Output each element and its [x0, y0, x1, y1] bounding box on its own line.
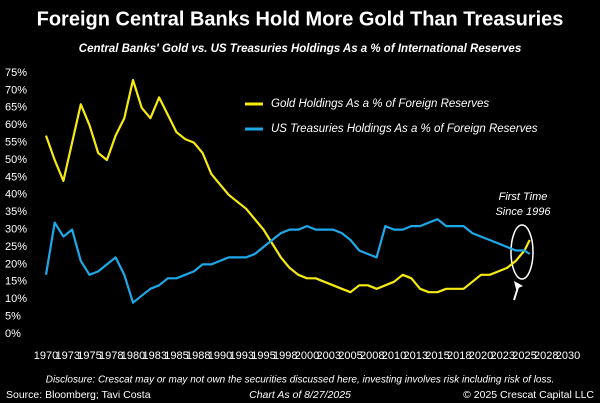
y-tick-label: 35% [5, 206, 27, 218]
x-tick-label: 2003 [317, 350, 341, 362]
y-tick-label: 20% [5, 258, 27, 270]
chart-subtitle: Central Banks' Gold vs. US Treasuries Ho… [79, 43, 521, 55]
x-tick-label: 2015 [425, 350, 449, 362]
source: Source: Bloomberg; Tavi Costa [6, 389, 151, 401]
y-tick-label: 0% [5, 328, 21, 340]
x-tick-label: 2023 [491, 350, 515, 362]
x-tick-label: 2028 [534, 350, 558, 362]
x-tick-label: 2005 [338, 350, 362, 362]
y-tick-label: 55% [5, 137, 27, 149]
y-tick-label: 40% [5, 189, 27, 201]
y-tick-label: 25% [5, 241, 27, 253]
legend-label: US Treasuries Holdings As a % of Foreign… [271, 123, 538, 135]
highlight-ellipse [510, 224, 534, 280]
x-tick-label: 1975 [77, 350, 101, 362]
x-tick-label: 1998 [273, 350, 297, 362]
x-tick-label: 2010 [382, 350, 406, 362]
x-tick-label: 1980 [121, 350, 145, 362]
legend-label: Gold Holdings As a % of Foreign Reserves [271, 98, 489, 110]
x-tick-label: 1988 [186, 350, 210, 362]
date-note: Chart As of 8/27/2025 [249, 389, 351, 401]
x-tick-label: 1990 [208, 350, 232, 362]
x-tick-label: 1993 [230, 350, 254, 362]
x-tick-label: 1985 [164, 350, 188, 362]
y-tick-label: 5% [5, 311, 21, 323]
x-tick-label: 1970 [34, 350, 58, 362]
y-tick-label: 60% [5, 119, 27, 131]
y-tick-label: 75% [5, 67, 27, 79]
x-tick-label: 2025 [512, 350, 536, 362]
x-tick-label: 1983 [143, 350, 167, 362]
disclosure: Disclosure: Crescat may or may not own t… [46, 375, 555, 386]
x-tick-label: 1978 [99, 350, 123, 362]
y-tick-label: 45% [5, 171, 27, 183]
y-tick-label: 65% [5, 102, 27, 114]
y-tick-label: 30% [5, 224, 27, 236]
annotation: First Time [499, 191, 548, 203]
x-tick-label: 1995 [251, 350, 275, 362]
series-line [44, 218, 531, 304]
x-tick-label: 2018 [447, 350, 471, 362]
y-tick-label: 50% [5, 154, 27, 166]
series-line [44, 78, 531, 294]
x-tick-label: 2013 [404, 350, 428, 362]
arrow-head [514, 281, 523, 289]
y-tick-label: 15% [5, 276, 27, 288]
annotation: Since 1996 [495, 206, 551, 218]
x-tick-label: 2030 [556, 350, 580, 362]
x-tick-label: 2008 [360, 350, 384, 362]
x-tick-label: 2000 [295, 350, 319, 362]
y-tick-label: 10% [5, 293, 27, 305]
x-tick-label: 2020 [469, 350, 493, 362]
x-tick-label: 1973 [56, 350, 80, 362]
y-tick-label: 70% [5, 84, 27, 96]
copyright: © 2025 Crescat Capital LLC [463, 389, 594, 401]
chart-title: Foreign Central Banks Hold More Gold Tha… [37, 8, 564, 30]
